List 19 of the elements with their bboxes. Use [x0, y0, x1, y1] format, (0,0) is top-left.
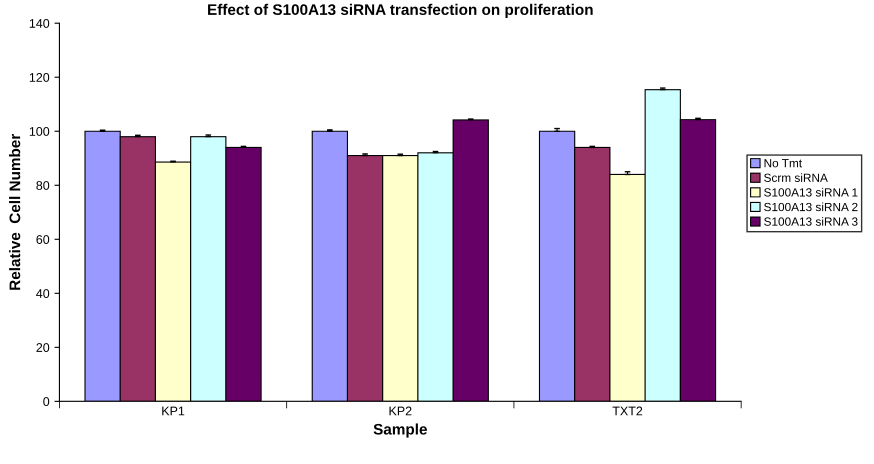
y-tick-label: 60: [36, 235, 50, 244]
x-tick-label: KP1: [162, 406, 184, 416]
y-tick-label: 140: [30, 19, 50, 28]
x-tick-label: KP2: [390, 406, 412, 416]
y-tick-label: 0: [43, 397, 50, 406]
y-tick-label: 120: [30, 73, 50, 82]
y-tick-label: 100: [30, 127, 50, 136]
chart-title: Effect of S100A13 siRNA transfection on proliferation: [208, 4, 593, 18]
legend-label: S100A13 siRNA 1: [764, 188, 858, 197]
y-tick-label: 80: [36, 181, 50, 190]
legend-label: S100A13 siRNA 2: [764, 202, 858, 212]
x-axis-title: Sample: [374, 423, 427, 438]
legend-label: Scrm siRNA: [764, 173, 828, 182]
y-axis-title: Relative Cell Number: [9, 134, 20, 290]
y-tick-label: 20: [36, 343, 50, 352]
legend-label: No Tmt: [764, 159, 802, 168]
y-tick-label: 40: [36, 289, 50, 298]
x-tick-label: TXT2: [612, 406, 642, 416]
legend-label: S100A13 siRNA 3: [764, 217, 858, 226]
